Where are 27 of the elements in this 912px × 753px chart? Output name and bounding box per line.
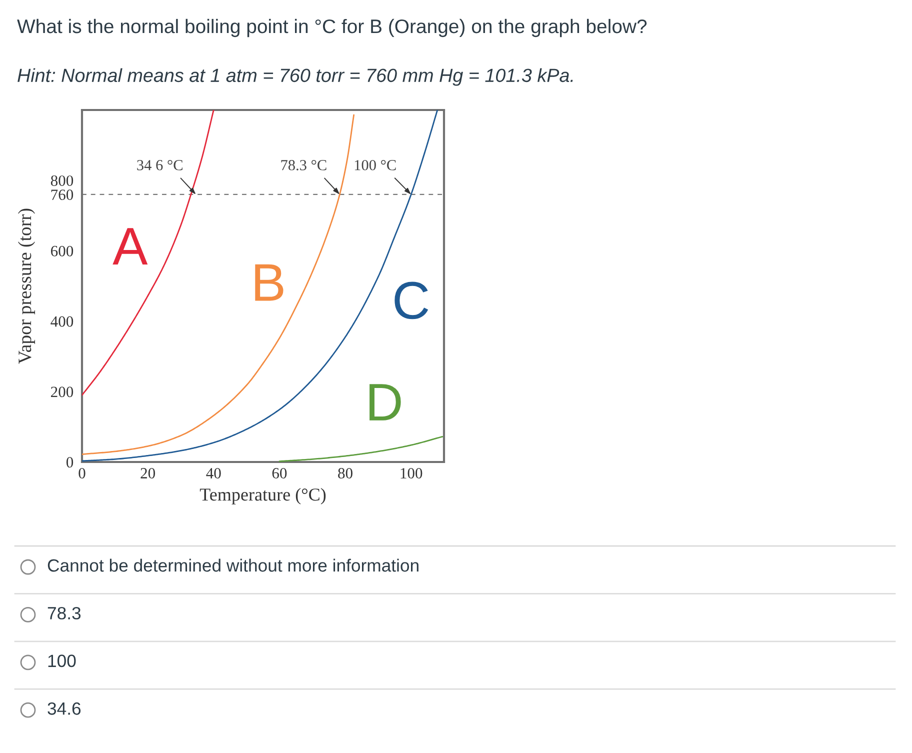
x-tick-label: 60 [272, 468, 287, 479]
x-tick-label: 40 [206, 468, 221, 479]
annotation: 78.3 °C [281, 160, 326, 170]
x-tick-label: 20 [140, 468, 156, 479]
text: 78.3 [48, 606, 81, 620]
series-label: D [370, 384, 401, 420]
chart-subtitle: Hint: Normal means at 1 atm = 760 torr = 760 mm Hg = 101.3 kPa. [18, 68, 573, 86]
y-tick-label: 0 [66, 457, 74, 468]
annotation: 100 °C [354, 160, 396, 170]
y-tick-label: 400 [50, 316, 74, 327]
y-tick-label: 760 [51, 190, 74, 200]
y-tick-label: 800 [50, 175, 74, 186]
text: 100 [48, 654, 76, 668]
annotation: 34 6 °C [137, 160, 182, 170]
text: 34.6 [48, 702, 81, 715]
x-tick-label: 100 [400, 468, 422, 479]
chart-title: What is the normal boiling point in °C for B (Orange) on the graph below? [17, 18, 647, 38]
y-tick-label: 600 [51, 246, 74, 256]
x-axis-title: Temperature (°C) [200, 488, 326, 504]
series-label: A [112, 228, 148, 264]
series-label: C [394, 282, 428, 320]
x-tick-label: 0 [78, 468, 86, 479]
series-label: B [255, 264, 284, 301]
y-tick-label: 200 [51, 386, 74, 398]
y-axis-title: Vapor pressure (torr) [18, 208, 35, 364]
x-tick-label: 80 [338, 468, 352, 479]
text: Cannot be determined without more information [48, 558, 418, 572]
